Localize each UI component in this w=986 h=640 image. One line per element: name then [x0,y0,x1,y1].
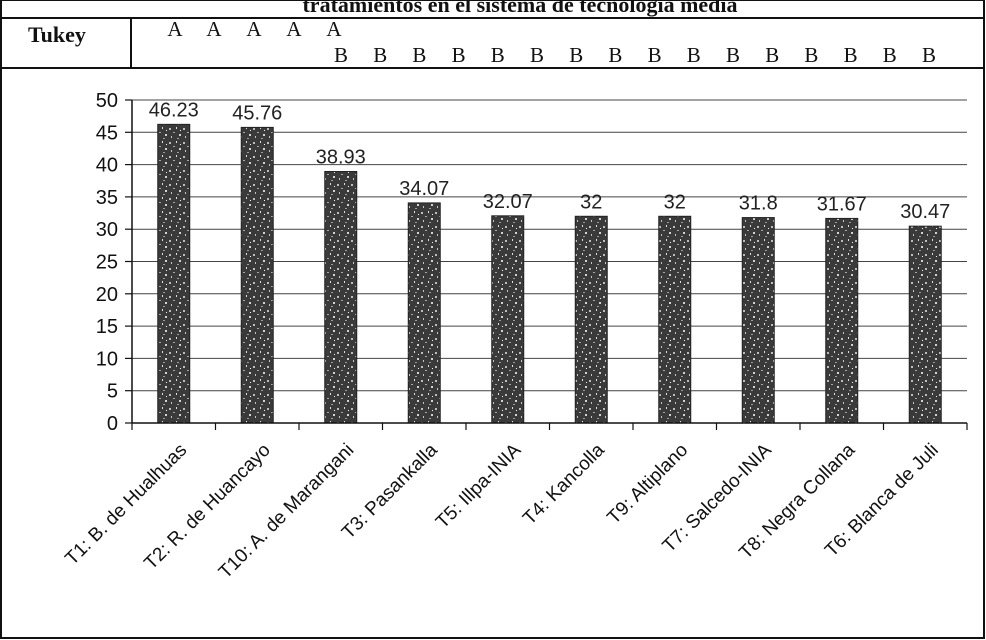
bar [574,215,608,424]
y-tick-label: 30 [96,219,118,241]
tukey-letter-b: B [373,43,387,67]
tukey-letter-b: B [726,43,740,67]
x-tick-label: T9: Altiplano [603,440,692,529]
x-tick-label: T5: Illpa-INIA [432,439,525,532]
tukey-letter-b: B [648,43,662,67]
bar [908,225,942,424]
tukey-letter-b: B [569,43,583,67]
data-label: 31.8 [739,193,778,215]
y-tick-label: 50 [96,90,118,112]
bar [825,217,859,424]
data-label: 38.93 [316,147,366,169]
tukey-letter-b: B [804,43,818,67]
tukey-letter-a: A [246,17,262,41]
tukey-letter-b: B [844,43,858,67]
tukey-letter-b: B [334,43,348,67]
y-tick-label: 0 [107,413,118,435]
bar [407,202,441,424]
x-tick-label: T10: A. de Marangani [215,440,358,583]
y-tick-label: 20 [96,284,118,306]
tukey-letter-b: B [608,43,622,67]
y-tick-label: 45 [96,122,118,144]
bar [157,123,191,424]
tukey-letter-a: A [286,17,302,41]
y-tick-label: 25 [96,252,118,274]
tukey-letter-b: B [883,43,897,67]
x-tick-label: T4: Kancolla [519,439,609,529]
bars [157,123,942,424]
data-labels: 46.23 45.76 38.93 34.07 32.07 32 32 31.8 31.67 30… [149,99,951,223]
tukey-letters: A A A A AB B B B B B B B B B B B B B B B [167,17,936,67]
tukey-letter-b: B [491,43,505,67]
bar [741,217,775,424]
data-label: 30.47 [900,201,950,223]
tukey-letter-b: B [452,43,466,67]
bar [324,171,358,424]
data-label: 32.07 [483,191,533,213]
data-label: 32 [580,191,602,213]
y-tick-label: 10 [96,348,118,370]
chart-title: tratamientos en el sistema de tecnología… [302,0,737,17]
tukey-letter-a: A [326,17,342,41]
y-axis: 0 5 10 15 20 25 30 35 40 45 50 [96,90,133,435]
tukey-letter-b: B [687,43,701,67]
tukey-letter-a: A [167,17,183,41]
y-tick-label: 15 [96,316,118,338]
tukey-letter-b: B [765,43,779,67]
tukey-letter-b: B [922,43,936,67]
tukey-label: Tukey [28,22,86,47]
data-label: 32 [664,191,686,213]
data-label: 31.67 [817,193,867,215]
bar [240,126,274,424]
data-label: 46.23 [149,99,199,121]
y-tick-label: 35 [96,187,118,209]
tukey-letter-a: A [206,17,222,41]
data-label: 45.76 [232,102,282,124]
data-label: 34.07 [399,178,449,200]
bar [658,215,692,424]
bar [491,215,525,424]
x-axis [131,422,968,430]
tukey-letter-b: B [530,43,544,67]
y-tick-label: 5 [107,381,118,403]
tukey-letter-b: B [412,43,426,67]
y-tick-label: 40 [96,155,118,177]
